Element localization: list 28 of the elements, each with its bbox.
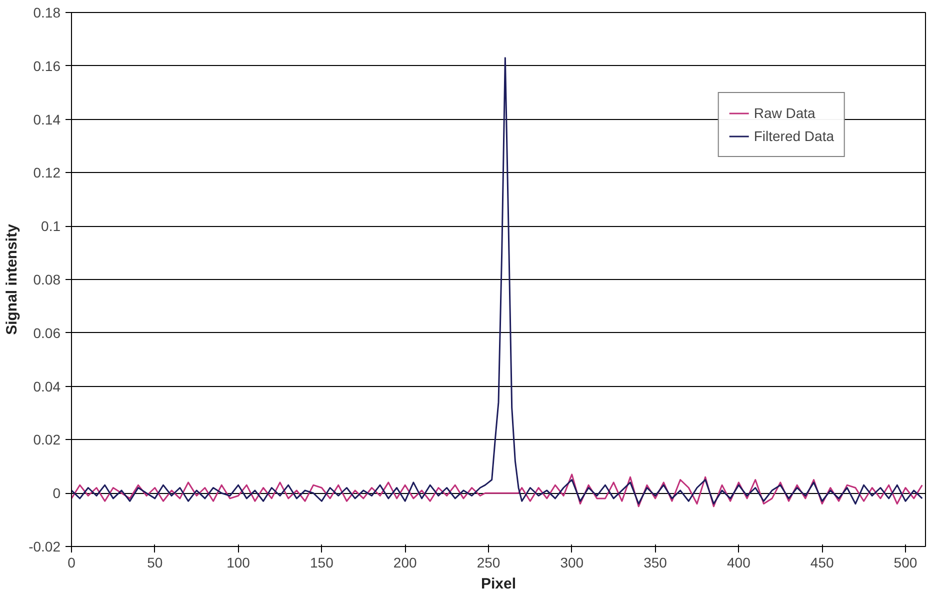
line-series <box>72 57 923 505</box>
x-tick-label: 300 <box>560 554 584 570</box>
x-axis-title: Pixel <box>480 576 516 592</box>
y-tick-label: 0.14 <box>33 111 61 128</box>
x-tick-label: 0 <box>68 554 76 570</box>
x-tick-label: 200 <box>393 554 417 570</box>
x-tick-label: 400 <box>727 554 751 570</box>
x-tick-label: 250 <box>476 554 500 570</box>
y-tick-label: 0 <box>52 485 61 502</box>
x-tick-label: 500 <box>894 554 918 570</box>
y-tick-label: 0.06 <box>33 324 61 341</box>
y-tick-label: 0.02 <box>33 432 61 448</box>
y-tick-label: 0.16 <box>33 58 61 74</box>
legend-label: Raw Data <box>754 105 816 121</box>
x-tick-label: 150 <box>310 554 334 570</box>
y-tick-label: 0.08 <box>33 272 61 288</box>
x-tick-label: 50 <box>147 554 163 570</box>
y-tick-label: 0.04 <box>33 378 61 394</box>
x-tick-label: 350 <box>644 554 668 570</box>
y-tick-label: 0.18 <box>33 4 61 20</box>
x-tick-label: 100 <box>226 554 250 570</box>
y-tick-label: -0.02 <box>28 538 61 554</box>
y-tick-label: 0.12 <box>33 164 61 181</box>
line-series <box>72 474 923 508</box>
y-axis-title: Signal intensity <box>4 223 21 335</box>
x-tick-label: 450 <box>810 554 834 570</box>
y-tick-label: 0.1 <box>41 218 61 234</box>
legend-label: Filtered Data <box>754 128 834 144</box>
